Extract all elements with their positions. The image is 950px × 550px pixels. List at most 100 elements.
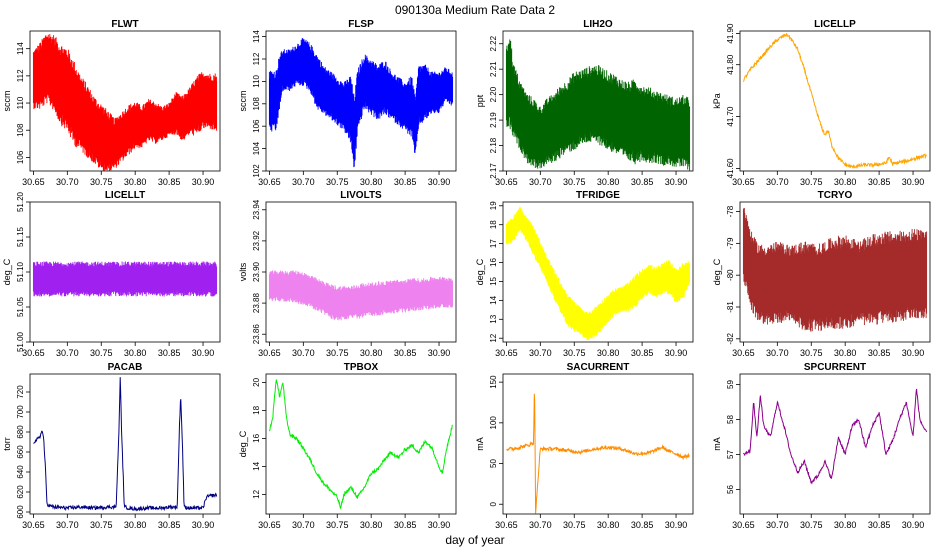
x-tick-label: 30.65 bbox=[732, 348, 755, 358]
x-tick-label: 30.75 bbox=[326, 348, 349, 358]
y-tick-label: 12 bbox=[252, 489, 261, 498]
panel-title: TPBOX bbox=[344, 362, 379, 373]
x-tick-label: 30.65 bbox=[22, 520, 45, 530]
panel-title: SACURRENT bbox=[567, 362, 630, 373]
x-tick-label: 30.80 bbox=[597, 177, 620, 187]
plot-frame bbox=[265, 30, 457, 172]
series-tcryo bbox=[742, 207, 928, 332]
panel-tpbox: TPBOX deg_C 30.65 30.70 30.75 30.80 30.85 30.90… bbox=[238, 362, 457, 530]
x-tick-label: 30.65 bbox=[732, 177, 755, 187]
series-line bbox=[506, 393, 690, 514]
series-band bbox=[268, 270, 454, 321]
x-tick-label: 30.65 bbox=[258, 177, 281, 187]
x-tick-label: 30.80 bbox=[834, 177, 857, 187]
series-band bbox=[268, 38, 454, 168]
x-tick-label: 30.70 bbox=[766, 520, 789, 530]
x-tick-label: 30.75 bbox=[800, 520, 823, 530]
y-tick-label: 23.90 bbox=[252, 261, 261, 282]
series-flsp bbox=[268, 38, 454, 168]
y-axis-label: deg_C bbox=[475, 258, 485, 285]
plot-frame bbox=[502, 30, 694, 172]
y-tick-label: 114 bbox=[16, 42, 25, 55]
x-tick-label: 30.70 bbox=[56, 177, 79, 187]
x-tick-label: 30.70 bbox=[766, 348, 789, 358]
x-tick-label: 30.70 bbox=[529, 348, 552, 358]
series-band bbox=[505, 206, 691, 341]
y-axis-label: volts bbox=[238, 262, 248, 281]
y-axis-label: mA bbox=[475, 437, 485, 451]
y-axis-label: sccm bbox=[238, 91, 248, 112]
series-tfridge bbox=[505, 206, 691, 341]
x-tick-label: 30.85 bbox=[394, 177, 417, 187]
x-tick-label: 30.80 bbox=[834, 520, 857, 530]
y-tick-label: 114 bbox=[252, 30, 261, 43]
series-spcurrent bbox=[742, 388, 928, 485]
panel-livolts: LIVOLTS volts 30.65 30.70 30.75 30.80 30.85 30.… bbox=[238, 190, 457, 358]
x-tick-label: 30.80 bbox=[597, 520, 620, 530]
y-tick-label: 102 bbox=[252, 164, 261, 178]
y-tick-label: 41.70 bbox=[726, 106, 735, 127]
series-livolts bbox=[268, 270, 454, 321]
series-lih2o bbox=[505, 39, 691, 171]
series-line bbox=[742, 388, 928, 485]
y-tick-label: 23.94 bbox=[252, 199, 261, 220]
plot-frame bbox=[29, 30, 221, 172]
plot-frame bbox=[739, 30, 931, 172]
y-tick-label: 104 bbox=[252, 141, 261, 155]
series-band bbox=[32, 34, 218, 171]
y-tick-label: 150 bbox=[489, 375, 498, 389]
x-tick-label: 30.65 bbox=[258, 348, 281, 358]
x-tick-label: 30.90 bbox=[192, 520, 215, 530]
plot-frame bbox=[739, 373, 931, 515]
plot-frame bbox=[502, 201, 694, 343]
x-tick-label: 30.75 bbox=[563, 177, 586, 187]
x-tick-label: 30.65 bbox=[495, 348, 518, 358]
x-tick-label: 30.90 bbox=[665, 177, 688, 187]
panel-tcryo: TCRYO deg_C 30.65 30.70 30.75 30.80 30.85 30.90… bbox=[712, 190, 931, 358]
x-tick-label: 30.85 bbox=[868, 177, 891, 187]
y-tick-label: 23.92 bbox=[252, 230, 261, 251]
y-tick-label: 51.20 bbox=[16, 191, 25, 212]
y-tick-label: 41.80 bbox=[726, 54, 735, 75]
y-tick-label: 16 bbox=[252, 433, 261, 442]
x-tick-label: 30.90 bbox=[428, 348, 451, 358]
x-tick-label: 30.80 bbox=[597, 348, 620, 358]
x-tick-label: 30.75 bbox=[90, 520, 113, 530]
y-tick-label: 23.88 bbox=[252, 293, 261, 314]
x-tick-label: 30.85 bbox=[868, 348, 891, 358]
y-axis-label: kPa bbox=[712, 93, 722, 109]
y-tick-label: -81 bbox=[726, 301, 735, 313]
y-tick-label: 19 bbox=[489, 201, 498, 210]
x-tick-label: 30.90 bbox=[902, 177, 925, 187]
x-tick-label: 30.85 bbox=[158, 348, 181, 358]
x-tick-label: 30.90 bbox=[428, 520, 451, 530]
x-tick-label: 30.65 bbox=[732, 520, 755, 530]
plot-frame bbox=[29, 373, 221, 515]
y-tick-label: 110 bbox=[252, 74, 261, 87]
y-tick-label: 57 bbox=[726, 450, 735, 459]
x-tick-label: 30.85 bbox=[631, 520, 654, 530]
y-tick-label: 20 bbox=[252, 377, 261, 386]
panel-sacurrent: SACURRENT mA 30.65 30.70 30.75 30.80 30.85 30.9… bbox=[475, 362, 694, 530]
figure-title: 090130a Medium Rate Data 2 bbox=[395, 3, 555, 17]
y-tick-label: -79 bbox=[726, 237, 735, 249]
panel-title: LIH2O bbox=[583, 19, 613, 30]
panel-title: LICELLT bbox=[105, 190, 145, 201]
x-tick-label: 30.75 bbox=[800, 348, 823, 358]
x-tick-label: 30.65 bbox=[22, 177, 45, 187]
x-tick-label: 30.80 bbox=[360, 177, 383, 187]
y-tick-label: 106 bbox=[16, 150, 25, 164]
x-tick-label: 30.85 bbox=[868, 520, 891, 530]
y-axis-label: sccm bbox=[2, 91, 12, 112]
y-tick-label: 41.60 bbox=[726, 158, 735, 179]
y-tick-label: 51.05 bbox=[16, 296, 25, 317]
x-tick-label: 30.70 bbox=[292, 520, 315, 530]
x-tick-label: 30.65 bbox=[495, 177, 518, 187]
y-tick-label: 56 bbox=[726, 485, 735, 494]
x-tick-label: 30.80 bbox=[124, 348, 147, 358]
panel-flsp: FLSP sccm 30.65 30.70 30.75 30.80 30.85 30.90 10… bbox=[238, 19, 457, 187]
x-tick-label: 30.70 bbox=[292, 348, 315, 358]
series-band bbox=[32, 261, 218, 297]
series-pacab bbox=[33, 377, 218, 512]
plot-frame bbox=[265, 201, 457, 343]
